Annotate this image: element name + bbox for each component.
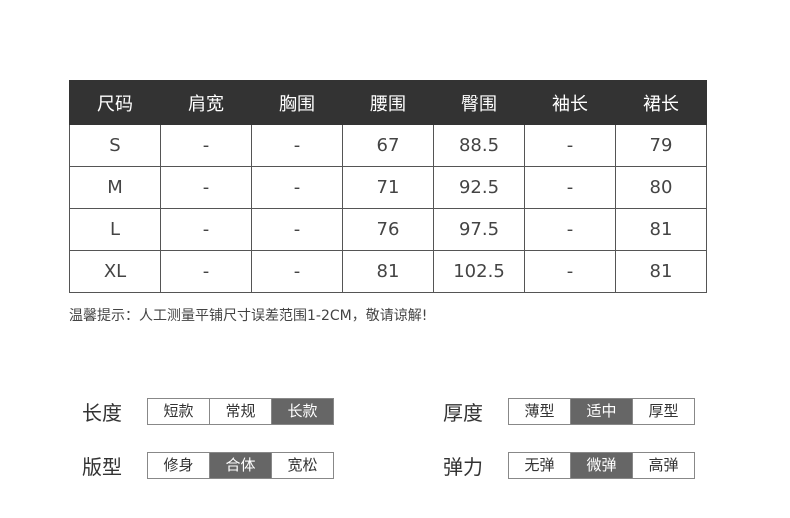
attr-option: 无弹 [524,456,555,474]
table-cell: - [160,250,252,293]
attr-option: 合体 [209,453,271,478]
attr-options: 无弹 微弹 高弹 [508,452,695,479]
table-cell: 71 [342,166,434,209]
attr-option: 适中 [570,399,632,424]
header-cell: 胸围 [251,80,343,125]
table-cell: - [251,166,343,209]
table-cell: - [524,250,616,293]
attr-options: 短款 常规 长款 [147,398,334,425]
header-cell: 袖长 [524,80,616,125]
table-cell: - [251,208,343,251]
table-cell: 81 [342,250,434,293]
attr-elasticity: 弹力 无弹 微弹 高弹 [443,451,695,480]
header-cell: 裙长 [615,80,707,125]
table-cell: 92.5 [433,166,525,209]
header-cell: 肩宽 [160,80,252,125]
table-cell: - [524,124,616,167]
attr-thickness: 厚度 薄型 适中 厚型 [443,397,695,426]
table-cell: 79 [615,124,707,167]
table-cell: L [69,208,161,251]
attr-option: 微弹 [570,453,632,478]
table-cell: - [251,250,343,293]
attr-label: 弹力 [443,455,483,479]
attr-label: 版型 [82,455,122,479]
table-cell: - [160,166,252,209]
table-cell: S [69,124,161,167]
table-row: L - -76 97.5-81 [69,208,707,251]
table-cell: 102.5 [433,250,525,293]
table-cell: 88.5 [433,124,525,167]
table-cell: - [524,208,616,251]
attr-option: 高弹 [632,453,694,478]
attr-option: 常规 [209,399,271,424]
table-cell: - [160,208,252,251]
table-cell: M [69,166,161,209]
attr-length: 长度 短款 常规 长款 [82,397,334,426]
table-cell: - [251,124,343,167]
attr-label: 厚度 [443,401,483,425]
table-cell: 76 [342,208,434,251]
attr-fit: 版型 修身 合体 宽松 [82,451,334,480]
table-cell: XL [69,250,161,293]
table-cell: - [524,166,616,209]
attr-options: 薄型 适中 厚型 [508,398,695,425]
table-cell: 67 [342,124,434,167]
table-cell: 80 [615,166,707,209]
attr-option: 宽松 [271,453,333,478]
attr-option: 修身 [163,456,194,474]
header-cell: 腰围 [342,80,434,125]
attr-label: 长度 [82,401,122,425]
size-chart-table: 尺码 肩宽 胸围 腰围 臀围 袖长 裙长 S - -67 88.5-79 M - -71 92… [69,80,707,293]
table-cell: 81 [615,208,707,251]
table-cell: 97.5 [433,208,525,251]
attr-option: 短款 [163,402,194,420]
table-cell: - [160,124,252,167]
attr-option: 厚型 [632,399,694,424]
attr-option: 薄型 [524,402,555,420]
measurement-note: 温馨提示：人工测量平铺尺寸误差范围1-2CM，敬请谅解! [69,308,428,324]
table-header-row: 尺码 肩宽 胸围 腰围 臀围 袖长 裙长 [69,80,707,125]
table-cell: 81 [615,250,707,293]
table-row: S - -67 88.5-79 [69,124,707,167]
table-row: M - -71 92.5-80 [69,166,707,209]
header-cell: 尺码 [69,80,161,125]
header-cell: 臀围 [433,80,525,125]
attr-options: 修身 合体 宽松 [147,452,334,479]
attr-option: 长款 [271,399,333,424]
table-row: XL - -81 102.5-81 [69,250,707,293]
